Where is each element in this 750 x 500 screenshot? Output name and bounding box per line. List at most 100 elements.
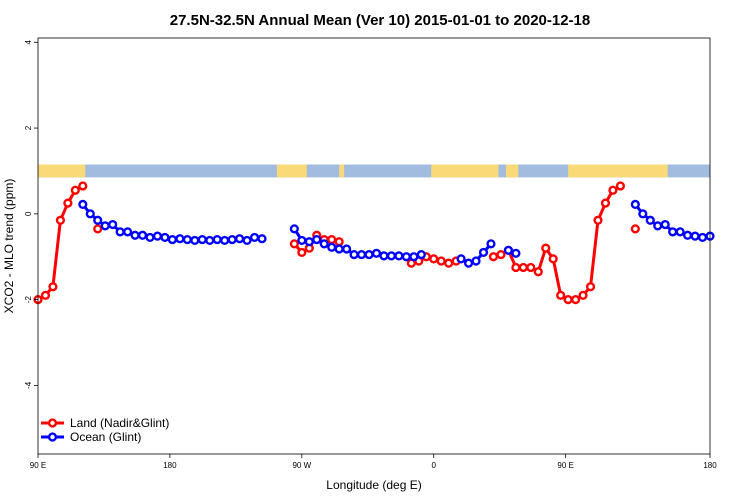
series-0-point: [327, 234, 337, 245]
series-1-point: [364, 249, 374, 260]
land-band-2: [339, 164, 345, 178]
series-0-point: [541, 243, 551, 253]
series-1-point: [503, 245, 514, 255]
series-1-point: [312, 234, 322, 245]
y-tick-label: 4: [24, 40, 33, 45]
y-axis-label: XCO2 - MLO trend (ppm): [2, 179, 16, 314]
series-0-point: [585, 282, 596, 292]
series-0-point: [563, 295, 573, 305]
series-0-point: [600, 198, 611, 208]
series-1-point: [212, 234, 222, 245]
series-1-point: [416, 249, 426, 260]
series-0-point: [93, 224, 103, 234]
y-tick-label: 0: [24, 211, 33, 216]
series-1-point: [409, 252, 419, 262]
series-1-point: [682, 230, 693, 240]
series-0-point: [40, 290, 51, 300]
series-0-point: [615, 181, 626, 191]
series-1-point: [160, 232, 170, 243]
series-1-point: [668, 227, 678, 237]
series-0-point: [55, 215, 66, 225]
land-band-0: [38, 164, 86, 178]
x-tick-label: 90 E: [30, 461, 46, 470]
series-0-point: [526, 262, 536, 273]
series-0-point: [297, 247, 307, 258]
series-0-point: [63, 198, 73, 208]
series-1-point: [371, 248, 382, 258]
legend-label: Land (Nadir&Glint): [70, 416, 169, 430]
series-1-point: [235, 234, 245, 244]
chart-title: 27.5N-32.5N Annual Mean (Ver 10) 2015-01…: [170, 12, 590, 29]
series-0-point: [548, 254, 558, 264]
y-axis-ticks: 4 2 0 -2 -4: [24, 40, 38, 389]
series-1-point: [78, 199, 88, 210]
series-1: [78, 199, 715, 268]
series-1-point: [190, 235, 200, 246]
series-1-point: [182, 234, 192, 245]
series-0-point: [436, 256, 446, 266]
legend-swatch-marker: [47, 432, 58, 442]
land-band-5: [568, 164, 668, 178]
series-0-point: [556, 290, 566, 300]
x-tick-label: 0: [432, 461, 437, 470]
series-1-point: [167, 234, 178, 245]
series-1-point: [630, 199, 640, 210]
series-1-point: [675, 227, 685, 237]
legend-label: Ocean (Glint): [70, 430, 141, 444]
series-0-point: [578, 290, 588, 300]
series-1-point: [511, 248, 521, 258]
series-1-point: [401, 252, 411, 262]
series-1-point: [386, 251, 397, 261]
y-tick-label: -2: [24, 296, 33, 304]
y-tick-label: 2: [24, 125, 33, 130]
series-1-point: [257, 234, 267, 244]
series-1-point: [297, 235, 307, 246]
series-1-point: [697, 232, 708, 243]
x-tick-label: 180: [703, 461, 717, 470]
series-1-point: [690, 231, 700, 241]
series-1-point: [304, 237, 314, 247]
series-1-point: [471, 256, 481, 266]
plot-frame: [37, 37, 711, 455]
series-1-point: [249, 232, 260, 243]
series-0-point: [444, 258, 454, 268]
x-axis-ticks: 90 E 180 90 W 0 90 E 180: [30, 454, 717, 470]
series-1-point: [100, 221, 110, 231]
series-0-point: [429, 254, 439, 264]
series-1-point: [334, 244, 344, 254]
series-1-point: [122, 227, 133, 237]
series-1-point: [289, 224, 299, 234]
series-1-point: [145, 232, 155, 243]
series-1-point: [242, 235, 252, 246]
legend: Land (Nadir&Glint)Ocean (Glint): [41, 416, 169, 444]
series-1-point: [456, 254, 466, 264]
series-layer: [33, 181, 715, 305]
series-1-point: [227, 234, 237, 245]
series-0-point: [334, 237, 344, 247]
ocean-band: [38, 164, 710, 178]
land-band-1: [276, 164, 307, 178]
series-1-point: [638, 209, 648, 219]
legend-swatch-marker: [47, 418, 58, 428]
series-0-point: [70, 185, 80, 195]
series-1-point: [394, 251, 404, 261]
series-1-point: [327, 242, 337, 252]
series-1-point: [137, 230, 148, 240]
legend-item-1: Ocean (Glint): [41, 430, 141, 444]
series-0-point: [608, 185, 618, 195]
series-1-point: [197, 234, 207, 245]
legend-item-0: Land (Nadir&Glint): [41, 416, 169, 430]
series-1-point: [175, 234, 185, 244]
series-1-point: [342, 244, 352, 254]
series-0-point: [630, 224, 640, 234]
y-tick-label: -4: [24, 381, 33, 389]
series-1-point: [478, 247, 489, 258]
series-1-point: [356, 249, 367, 260]
series-0-point: [533, 267, 543, 277]
series-1-point: [85, 209, 95, 219]
series-1-point: [319, 239, 329, 249]
series-1-point: [220, 235, 230, 246]
x-tick-label: 90 E: [557, 461, 573, 470]
x-tick-label: 90 W: [292, 461, 311, 470]
series-0: [33, 181, 640, 305]
